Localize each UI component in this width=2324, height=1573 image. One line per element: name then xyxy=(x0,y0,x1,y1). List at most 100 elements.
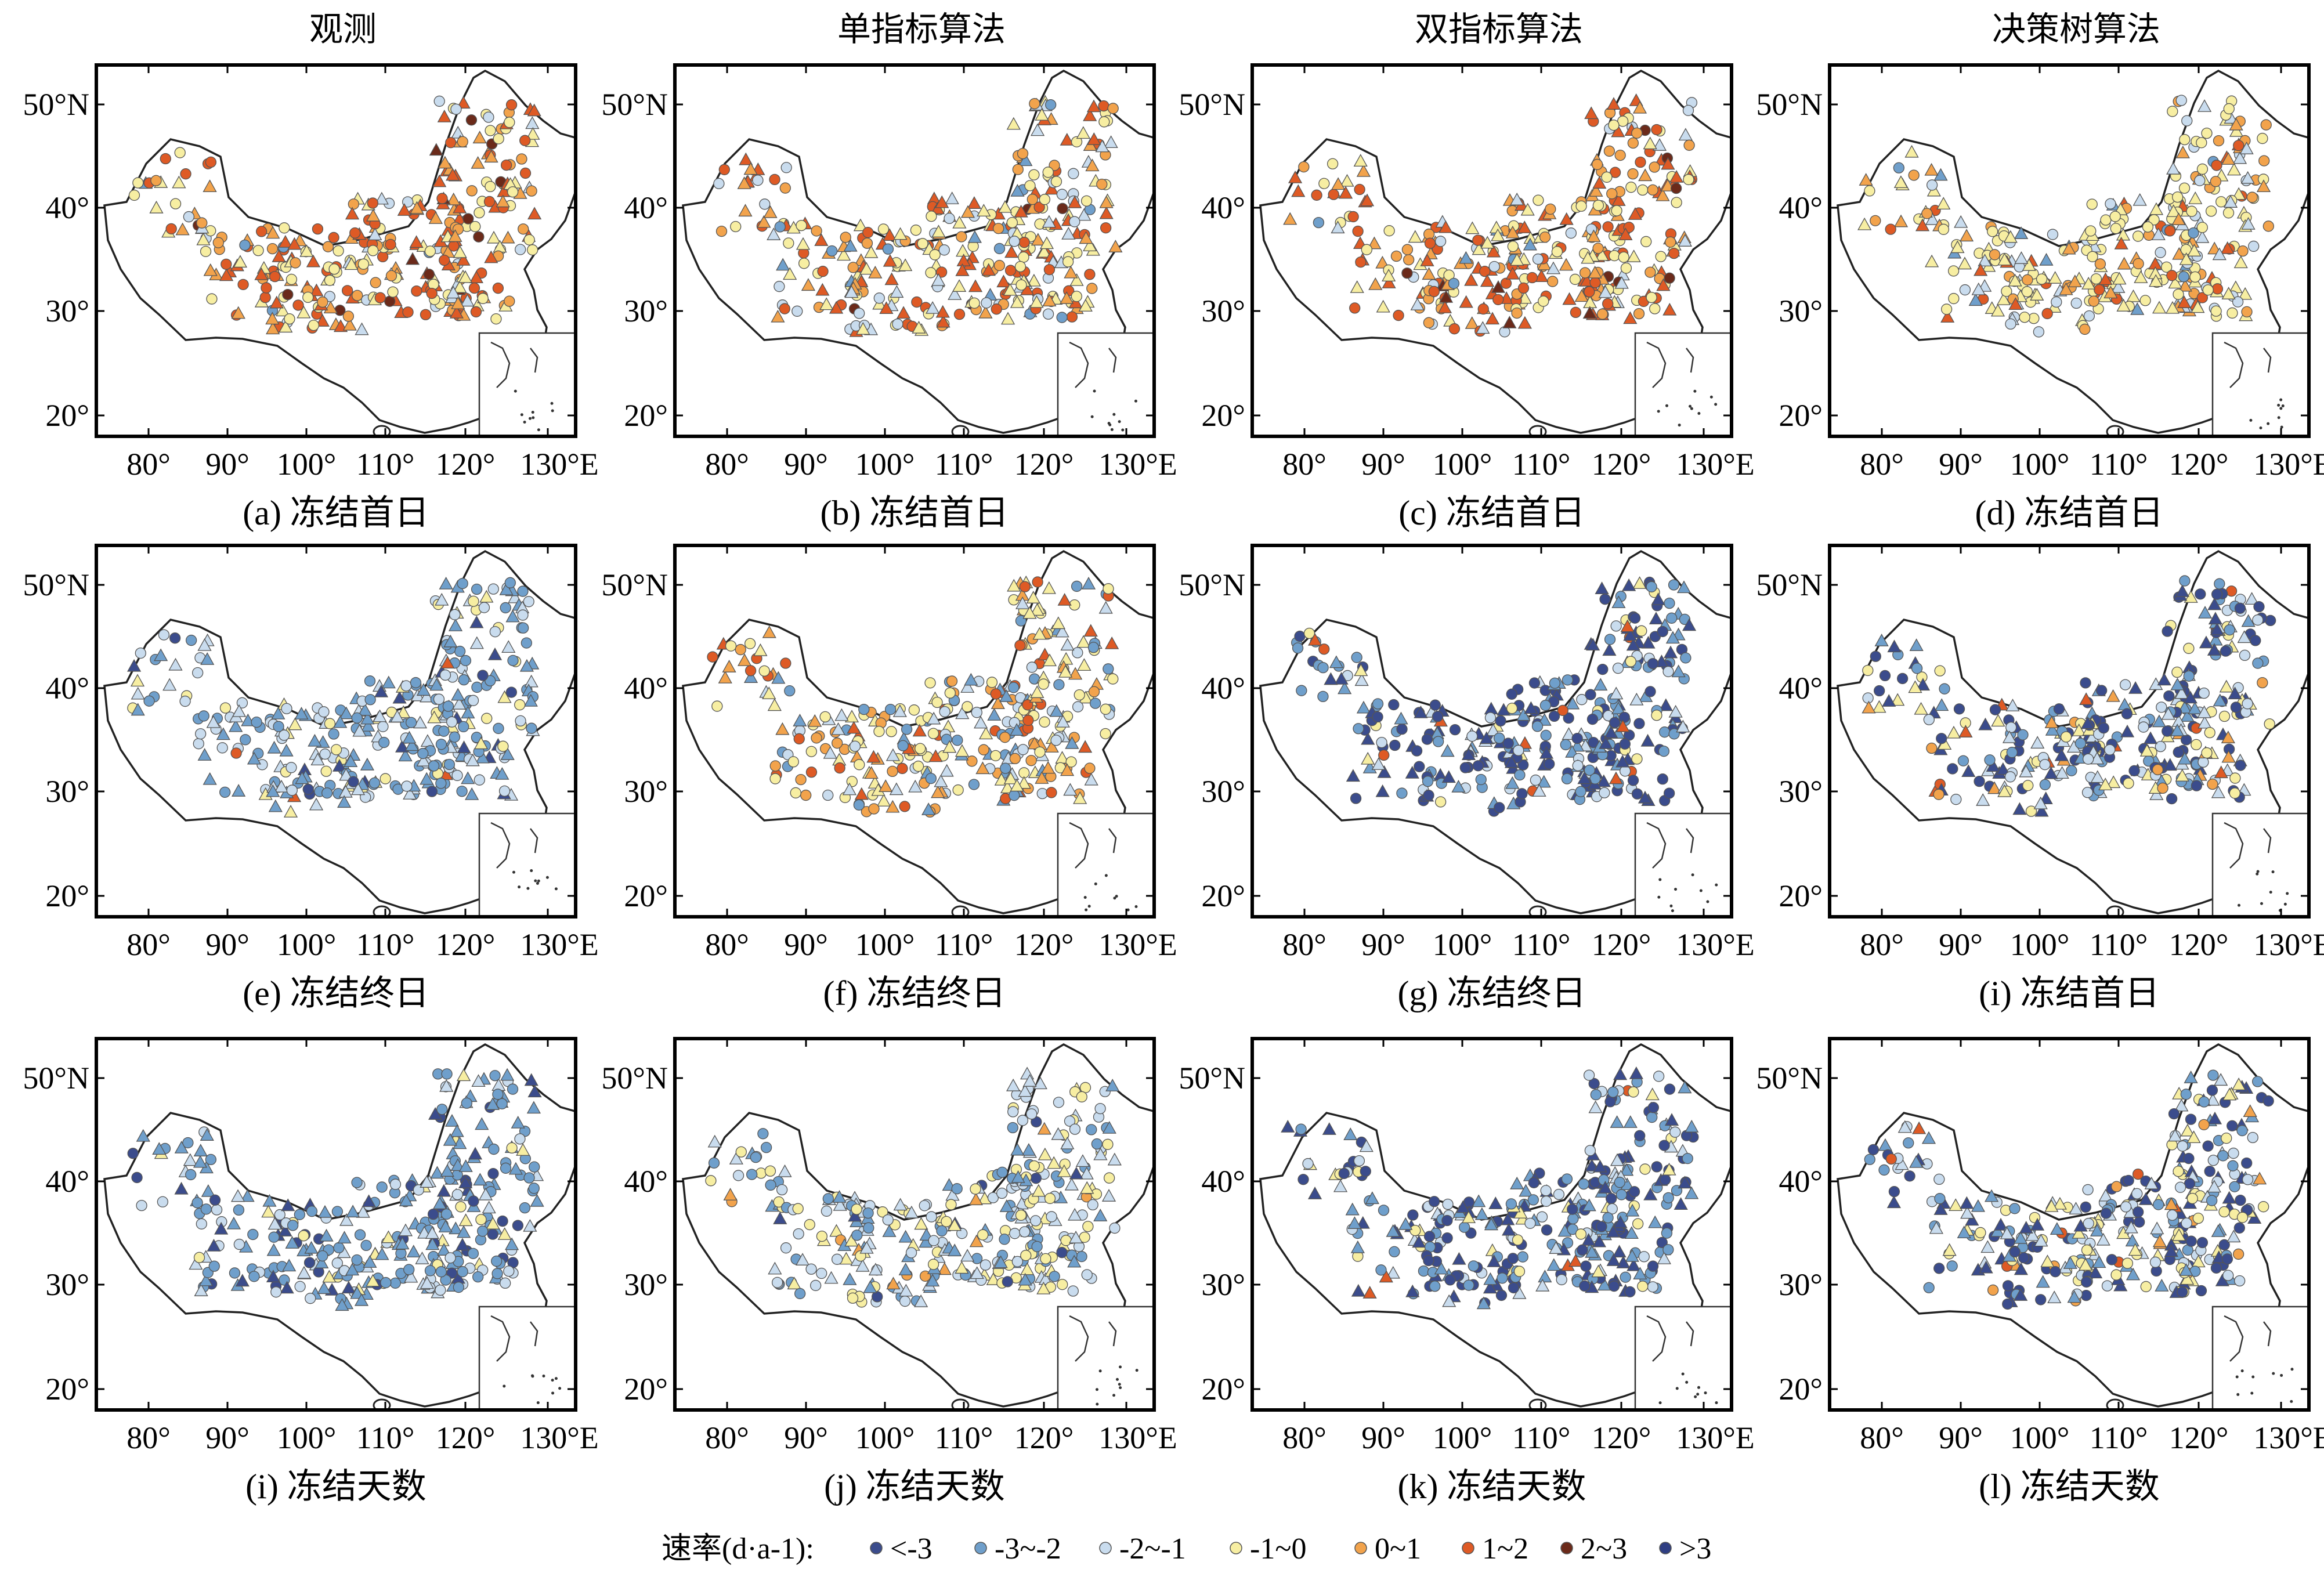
station-triangle xyxy=(783,267,797,280)
station-triangle xyxy=(448,619,463,631)
station-triangle xyxy=(1627,249,1641,262)
station-triangle xyxy=(2124,1220,2138,1234)
station-triangle xyxy=(975,761,990,775)
station-dot xyxy=(1647,658,1659,670)
station-dot xyxy=(2088,295,2099,307)
station-triangle xyxy=(1027,736,1042,750)
station-triangle xyxy=(1345,1202,1360,1216)
station-dot xyxy=(1662,666,1674,678)
station-dot xyxy=(1541,1224,1553,1236)
station-dot xyxy=(1429,699,1441,711)
station-markers xyxy=(707,575,1119,818)
station-triangle xyxy=(361,718,375,732)
station-triangle xyxy=(413,715,428,729)
station-triangle xyxy=(465,787,479,800)
station-triangle xyxy=(1595,248,1609,261)
station-triangle xyxy=(2144,1176,2159,1189)
station-dot xyxy=(470,306,482,318)
station-triangle xyxy=(1079,231,1093,244)
station-triangle xyxy=(2126,1267,2141,1281)
station-dot xyxy=(1020,1250,1032,1261)
panel-caption: (i) 冻结天数 xyxy=(245,1467,427,1506)
station-dot xyxy=(193,738,204,750)
station-triangle xyxy=(432,174,447,187)
station-dot xyxy=(1043,264,1056,276)
station-dot xyxy=(1002,1276,1013,1288)
legend-swatch xyxy=(1230,1542,1242,1554)
station-triangle xyxy=(1484,1217,1499,1231)
station-dot xyxy=(376,1181,388,1193)
station-triangle xyxy=(1338,681,1352,695)
station-dot xyxy=(1018,251,1029,263)
station-dot xyxy=(342,310,355,322)
station-dot xyxy=(377,721,389,732)
station-triangle xyxy=(1405,765,1419,779)
station-dot xyxy=(364,675,376,687)
station-dot xyxy=(2166,270,2178,281)
station-triangle xyxy=(1386,1265,1400,1279)
station-triangle xyxy=(2111,280,2126,293)
station-triangle xyxy=(843,1272,857,1285)
station-triangle xyxy=(978,305,993,319)
station-dot xyxy=(2066,765,2077,776)
station-dot xyxy=(2186,205,2198,217)
south-china-sea-inset xyxy=(1634,812,1730,915)
station-dot xyxy=(515,715,526,727)
station-triangle xyxy=(479,590,494,603)
panel-caption: (i) 冻结首日 xyxy=(1979,974,2160,1012)
station-triangle xyxy=(2103,285,2118,299)
station-triangle xyxy=(1021,1142,1036,1156)
station-dot xyxy=(1015,279,1027,291)
station-triangle xyxy=(154,648,168,661)
station-dot xyxy=(2080,1289,2092,1301)
station-triangle xyxy=(1606,97,1621,110)
station-dot xyxy=(1031,1241,1043,1253)
station-triangle xyxy=(808,714,822,727)
station-dot xyxy=(1548,710,1560,722)
station-triangle xyxy=(928,749,943,762)
station-dot xyxy=(1472,760,1484,772)
station-dot xyxy=(854,308,865,319)
station-triangle xyxy=(1487,1254,1501,1267)
station-triangle xyxy=(1382,269,1396,282)
station-dot xyxy=(780,162,792,173)
station-triangle xyxy=(886,1277,901,1290)
station-dot xyxy=(498,785,511,797)
station-dot xyxy=(467,695,479,706)
station-triangle xyxy=(429,678,444,691)
station-dot xyxy=(1644,266,1656,278)
station-dot xyxy=(1602,221,1614,233)
station-triangle xyxy=(1000,780,1015,794)
station-dot xyxy=(451,769,463,782)
station-dot xyxy=(2217,1150,2229,1162)
lon-tick-label: 90° xyxy=(205,1420,250,1455)
station-dot xyxy=(1984,754,1996,766)
station-triangle xyxy=(1060,291,1074,304)
station-triangle xyxy=(1516,708,1531,721)
station-triangle xyxy=(1886,1195,1901,1209)
station-dot xyxy=(1505,1198,1517,1210)
station-dot xyxy=(924,677,936,689)
station-dot xyxy=(1428,285,1440,298)
station-triangle xyxy=(375,1247,389,1260)
station-dot xyxy=(467,1247,479,1259)
station-dot xyxy=(1923,714,1935,725)
station-dot xyxy=(1360,1166,1371,1177)
station-triangle xyxy=(1610,1153,1625,1166)
station-triangle xyxy=(266,784,280,797)
station-dot xyxy=(1864,185,1875,197)
station-dot xyxy=(474,207,485,219)
station-triangle xyxy=(896,306,911,319)
station-dot xyxy=(757,1128,769,1140)
station-dot xyxy=(1611,205,1622,216)
station-triangle xyxy=(912,320,926,334)
station-dot xyxy=(270,1286,282,1298)
station-dot xyxy=(999,732,1011,743)
station-triangle xyxy=(247,751,262,765)
station-dot xyxy=(1302,1158,1314,1170)
station-dot xyxy=(1050,176,1062,187)
station-dot xyxy=(2198,1119,2210,1131)
station-dot xyxy=(1506,688,1517,700)
station-dot xyxy=(221,258,232,270)
station-triangle xyxy=(1042,294,1057,307)
